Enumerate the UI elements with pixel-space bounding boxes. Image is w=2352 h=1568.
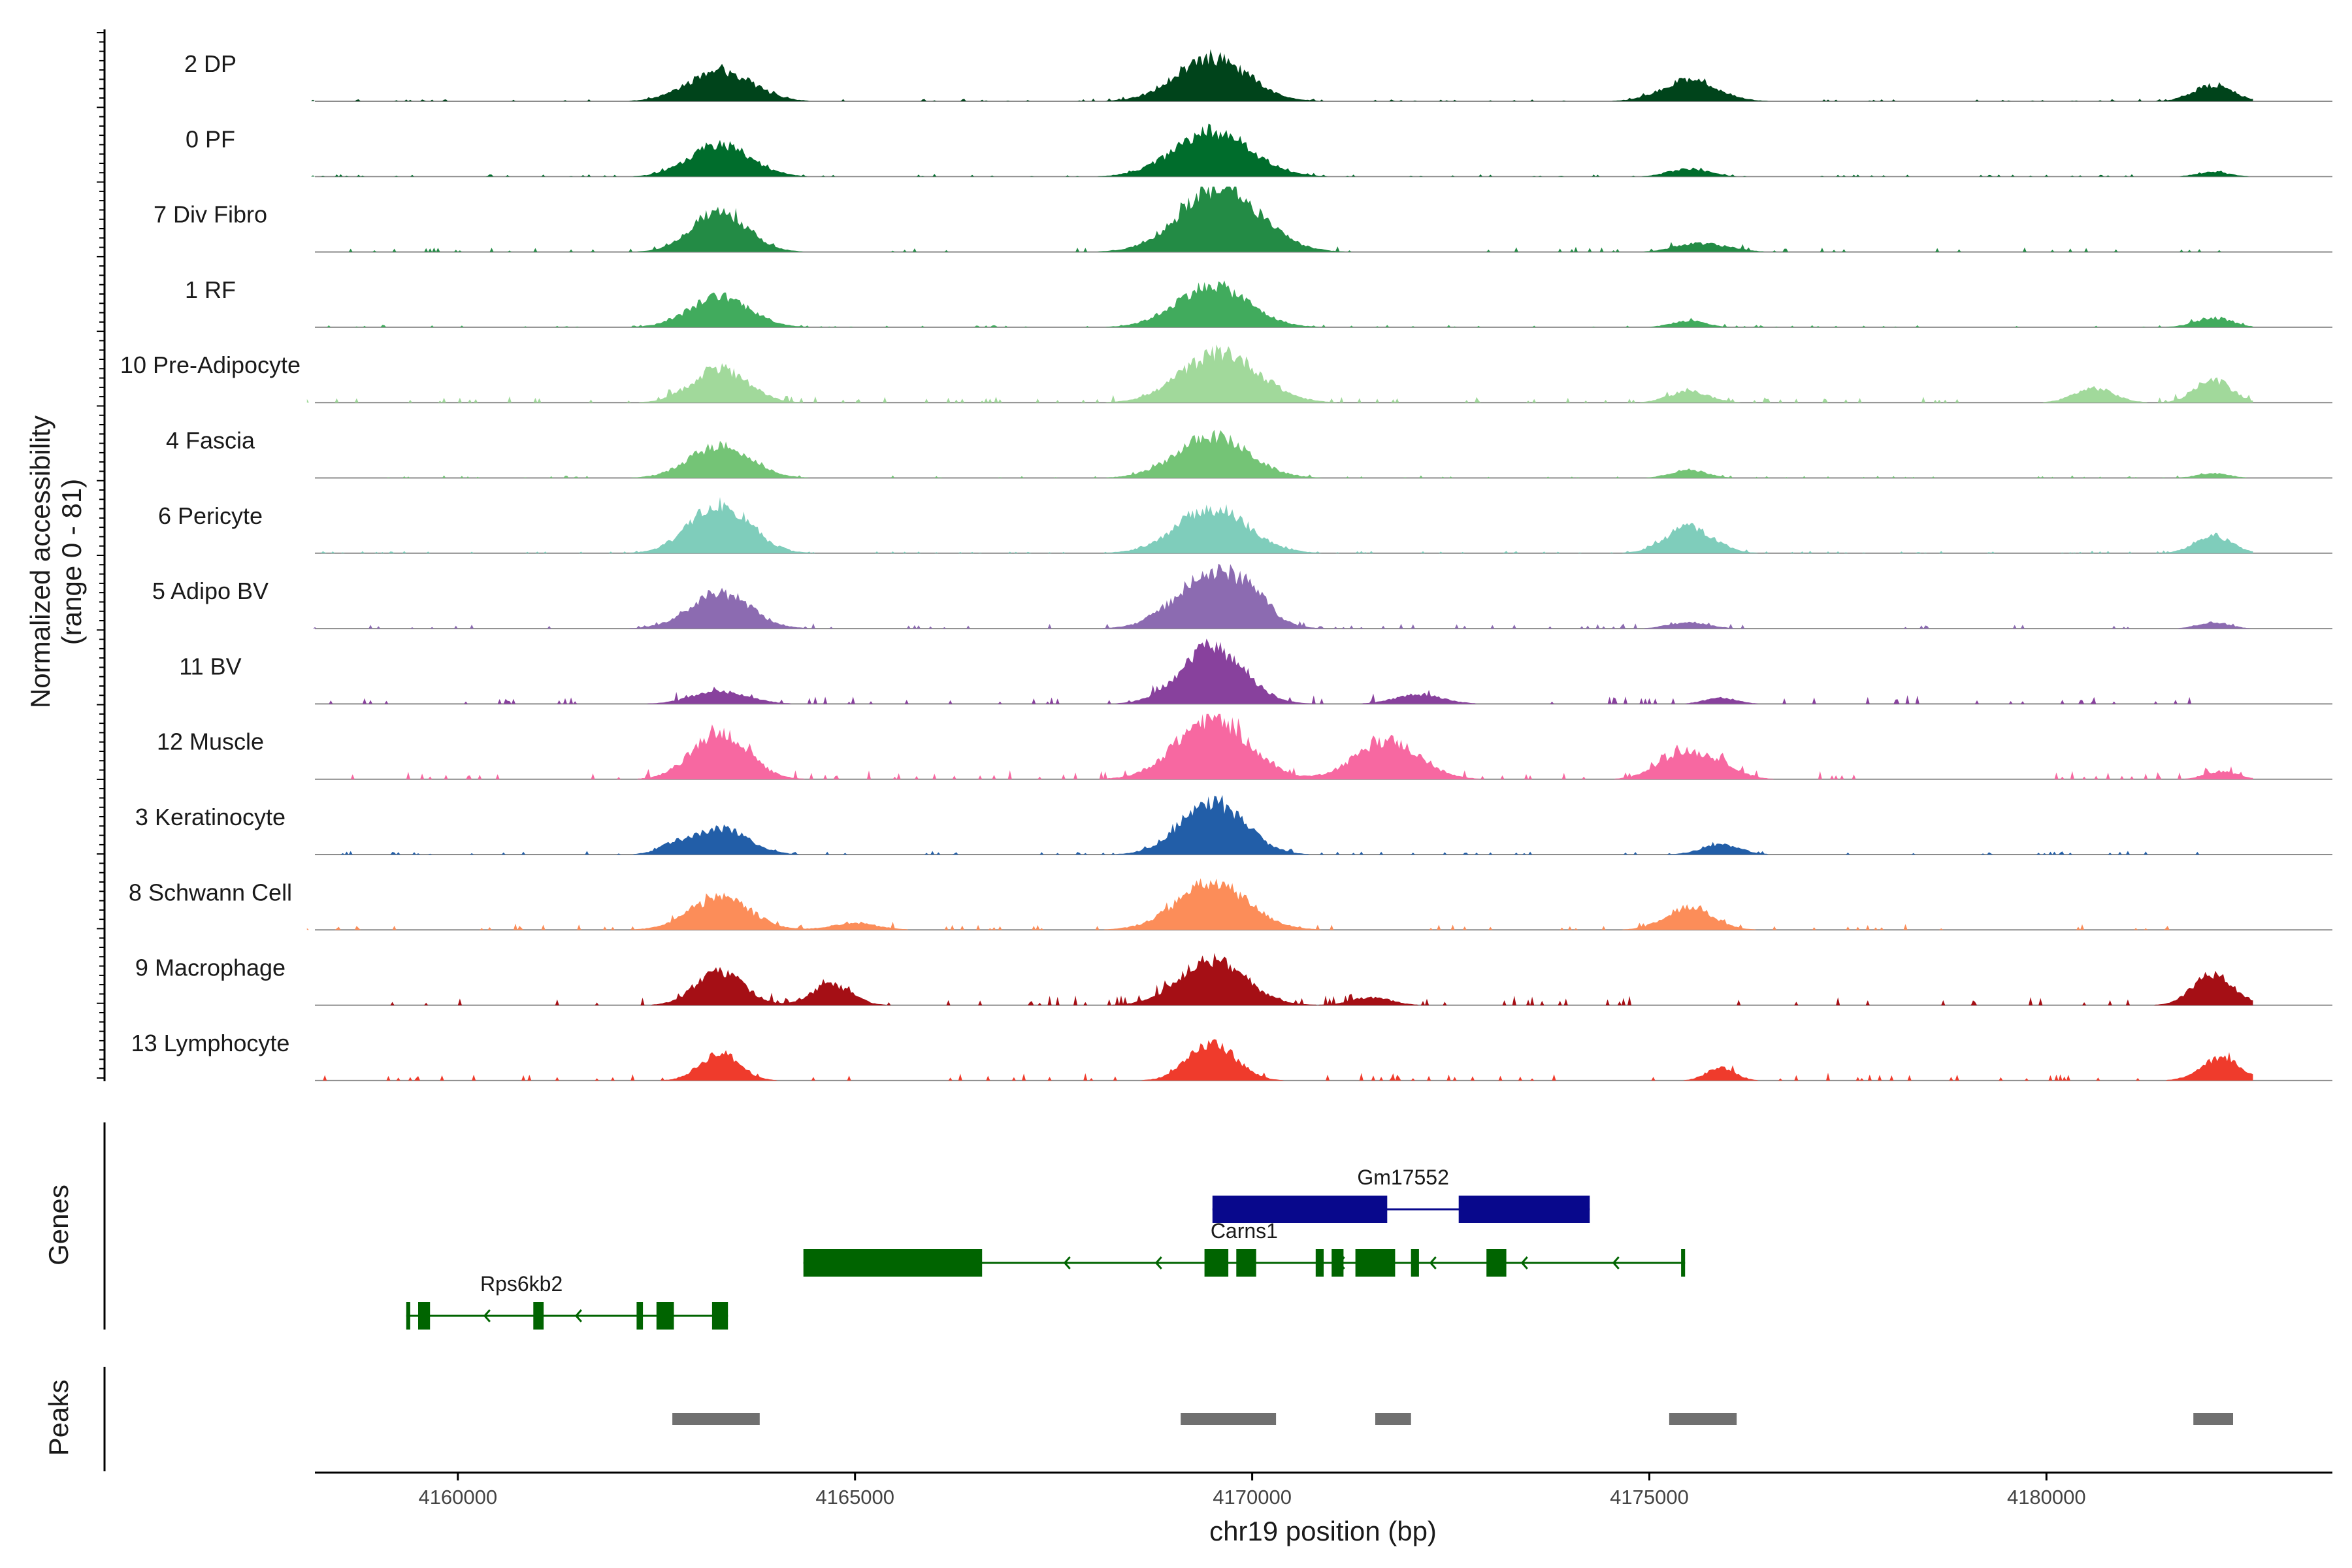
coverage-track: 4 Fascia (166, 427, 2332, 479)
peak-region (2193, 1413, 2233, 1425)
gene-carns1: Carns1 (803, 1219, 1686, 1277)
track-label: 1 RF (185, 276, 236, 303)
gene-exon (803, 1249, 983, 1277)
strand-arrow (1612, 1256, 1620, 1269)
coverage-area (306, 186, 2253, 252)
track-label: 9 Macrophage (135, 955, 286, 981)
track-label: 4 Fascia (166, 427, 255, 454)
gene-exon (533, 1302, 544, 1330)
gene-gm17552: Gm17552 (1212, 1166, 1590, 1223)
coverage-area (306, 713, 2253, 779)
x-tick-label: 4180000 (2007, 1486, 2086, 1509)
track-label: 5 Adipo BV (152, 578, 269, 604)
coverage-area (306, 878, 2253, 930)
gene-exon (1486, 1249, 1507, 1277)
gene-exon (1411, 1249, 1419, 1277)
track-label: 6 Pericyte (158, 502, 263, 529)
strand-arrow (1063, 1256, 1071, 1269)
coverage-tracks: 2 DP 0 PF 7 Div Fibro 1 RF 10 Pre-Adipocyte 4… (97, 29, 2332, 1081)
y-axis-range-label: (range 0 - 81) (56, 479, 87, 645)
peak-region (1669, 1413, 1737, 1425)
track-label: 0 PF (186, 125, 235, 152)
strand-arrow (1520, 1256, 1528, 1269)
coverage-track: 10 Pre-Adipocyte (120, 344, 2332, 404)
coverage-track: 1 RF (185, 276, 2332, 328)
coverage-area (306, 563, 2253, 629)
gene-exon (1315, 1249, 1324, 1277)
coverage-track: 6 Pericyte (158, 497, 2332, 554)
coverage-area (306, 344, 2253, 403)
coverage-area (306, 123, 2253, 177)
track-label: 3 Keratinocyte (135, 804, 286, 830)
track-label: 7 Div Fibro (154, 201, 267, 228)
gene-exon (1331, 1249, 1344, 1277)
gene-exon (1681, 1249, 1686, 1277)
coverage-track: 7 Div Fibro (154, 186, 2332, 253)
gene-rps6kb2: Rps6kb2 (406, 1272, 728, 1330)
gene-exon (418, 1302, 431, 1330)
coverage-track: 2 DP (184, 49, 2332, 102)
gene-annotation-track: Gm17552 Carns1 Rps6kb2 (103, 1122, 1686, 1330)
x-tick-label: 4160000 (418, 1486, 497, 1509)
x-tick-label: 4170000 (1213, 1486, 1292, 1509)
gene-exon (1212, 1196, 1388, 1223)
coverage-track: 12 Muscle (157, 713, 2332, 780)
coverage-area (306, 49, 2253, 101)
coverage-area (306, 280, 2253, 327)
gene-label: Carns1 (1211, 1219, 1278, 1243)
coverage-area (306, 497, 2253, 553)
coverage-track: 5 Adipo BV (152, 563, 2332, 630)
gene-exon (1355, 1249, 1396, 1277)
coverage-track: 11 BV (179, 638, 2332, 705)
peak-region (1181, 1413, 1277, 1425)
peak-region (672, 1413, 760, 1425)
coverage-area (306, 794, 2253, 855)
gene-label: Rps6kb2 (480, 1272, 563, 1296)
coverage-area (306, 1039, 2253, 1081)
x-axis-title: chr19 position (bp) (1209, 1516, 1437, 1546)
peaks-track-title: Peaks (43, 1380, 74, 1456)
coverage-track: 3 Keratinocyte (135, 794, 2332, 855)
track-label: 8 Schwann Cell (129, 879, 292, 906)
coverage-track: 9 Macrophage (135, 953, 2332, 1006)
coverage-area (306, 638, 2253, 704)
gene-exon (711, 1302, 728, 1330)
gene-label: Gm17552 (1357, 1166, 1449, 1189)
gene-exon (406, 1302, 410, 1330)
track-label: 12 Muscle (157, 728, 264, 755)
genes-track-title: Genes (43, 1184, 74, 1266)
strand-arrow (483, 1309, 491, 1322)
strand-arrow (574, 1309, 582, 1322)
coverage-area (306, 953, 2253, 1005)
peak-region (1375, 1413, 1411, 1425)
x-tick-label: 4175000 (1610, 1486, 1689, 1509)
gene-exon (1236, 1249, 1256, 1277)
track-label: 11 BV (179, 653, 241, 679)
coverage-track: 8 Schwann Cell (129, 878, 2332, 931)
gene-exon (636, 1302, 644, 1330)
track-label: 10 Pre-Adipocyte (120, 351, 301, 378)
gene-exon (656, 1302, 674, 1330)
x-tick-label: 4165000 (815, 1486, 894, 1509)
coverage-area (306, 429, 2253, 478)
strand-arrow (1154, 1256, 1162, 1269)
y-axis-title: Normalized accessibility (25, 416, 56, 708)
gene-exon (1458, 1196, 1590, 1223)
coverage-track: 13 Lymphocyte (131, 1030, 2332, 1081)
track-label: 13 Lymphocyte (131, 1030, 290, 1056)
gene-exon (1204, 1249, 1229, 1277)
peak-annotation-track (103, 1367, 2233, 1471)
coverage-track: 0 PF (186, 123, 2332, 178)
track-label: 2 DP (184, 50, 237, 77)
x-axis: 4160000 4165000 4170000 4175000 4180000 (315, 1471, 2332, 1509)
strand-arrow (1429, 1256, 1437, 1269)
